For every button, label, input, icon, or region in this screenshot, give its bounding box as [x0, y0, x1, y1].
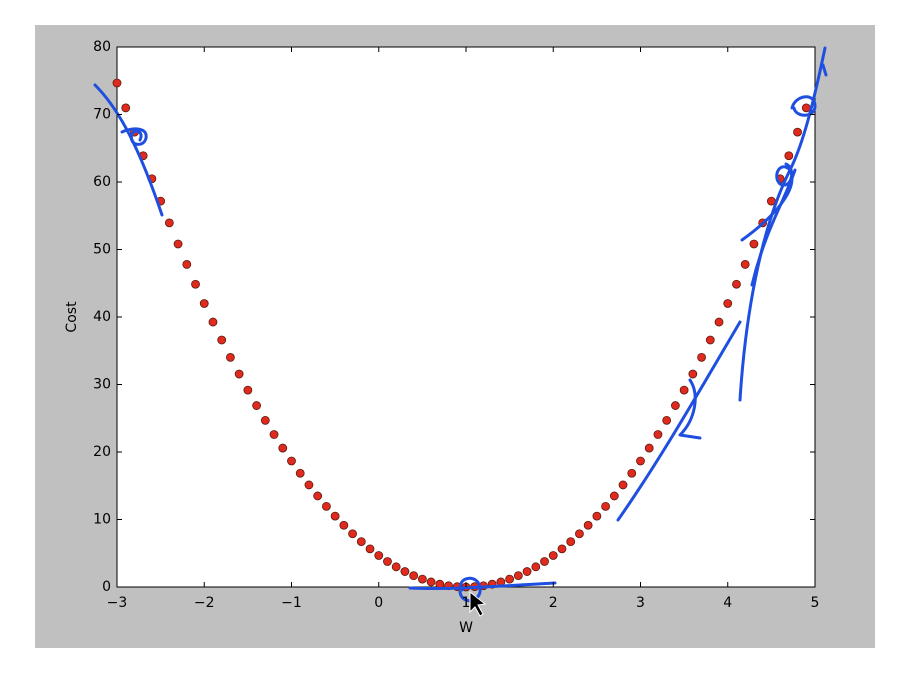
point [557, 544, 567, 554]
x-tick-label: 1 [462, 595, 471, 611]
point [173, 239, 183, 249]
point [356, 537, 366, 547]
point [671, 401, 680, 410]
x-tick-label: 0 [374, 595, 383, 611]
point [714, 317, 724, 327]
y-tick-label: 50 [93, 242, 111, 258]
point [548, 551, 558, 560]
point [243, 385, 253, 395]
point [636, 456, 645, 466]
point [365, 544, 375, 554]
point [662, 415, 672, 425]
point [540, 557, 549, 566]
point [304, 480, 314, 490]
point [793, 127, 802, 137]
point [609, 491, 619, 501]
y-tick-label: 60 [93, 174, 111, 190]
annotations [93, 46, 828, 617]
point [601, 501, 610, 511]
point [260, 415, 270, 425]
x-tick-label: −1 [281, 595, 302, 611]
point [732, 279, 741, 289]
x-tick-label: −3 [107, 595, 128, 611]
y-tick-label: 20 [93, 444, 111, 460]
y-tick-label: 0 [102, 579, 111, 595]
point [531, 562, 541, 572]
x-tick-label: 3 [636, 595, 645, 611]
x-tick-label: 2 [549, 595, 558, 611]
point [191, 279, 200, 289]
point [234, 369, 244, 379]
point [575, 529, 584, 539]
point [409, 571, 419, 581]
point [287, 456, 296, 466]
point [705, 335, 715, 345]
point [627, 468, 637, 478]
x-tick-label: 5 [811, 595, 820, 611]
point [679, 385, 689, 395]
x-tick-label: 4 [723, 595, 732, 611]
point [252, 401, 262, 410]
point [295, 468, 305, 478]
point [348, 529, 357, 539]
point [513, 571, 523, 581]
y-tick-label: 80 [93, 39, 111, 55]
point [208, 317, 218, 327]
point [688, 369, 698, 379]
point [592, 511, 602, 521]
point [226, 352, 235, 362]
y-tick-label: 10 [93, 512, 111, 528]
plot-area [116, 46, 816, 588]
point [339, 520, 349, 530]
point [217, 335, 227, 345]
y-axis-label: Cost [64, 301, 80, 333]
point [199, 299, 209, 308]
point [784, 151, 794, 161]
point [566, 537, 576, 547]
point [697, 352, 706, 362]
point [740, 260, 750, 269]
point [182, 260, 192, 269]
point [330, 511, 340, 521]
point [121, 103, 131, 113]
point [391, 562, 401, 572]
y-tick-label: 70 [93, 107, 111, 123]
point [653, 430, 663, 439]
point [313, 491, 323, 501]
x-tick-label: −2 [194, 595, 215, 611]
point [269, 430, 279, 439]
point [505, 574, 515, 584]
y-tick-label: 40 [93, 309, 111, 325]
point [723, 299, 733, 308]
y-tick-label: 30 [93, 377, 111, 393]
point [583, 520, 593, 530]
x-axis-label: W [459, 620, 473, 636]
point [749, 239, 759, 249]
point [644, 443, 654, 453]
point [164, 218, 174, 228]
point [374, 551, 384, 560]
point [522, 567, 532, 576]
point [426, 577, 436, 587]
point [618, 480, 628, 490]
point [417, 574, 427, 584]
point [278, 443, 288, 453]
point [383, 557, 392, 566]
point [321, 501, 331, 511]
point [112, 78, 122, 88]
point [400, 567, 410, 576]
